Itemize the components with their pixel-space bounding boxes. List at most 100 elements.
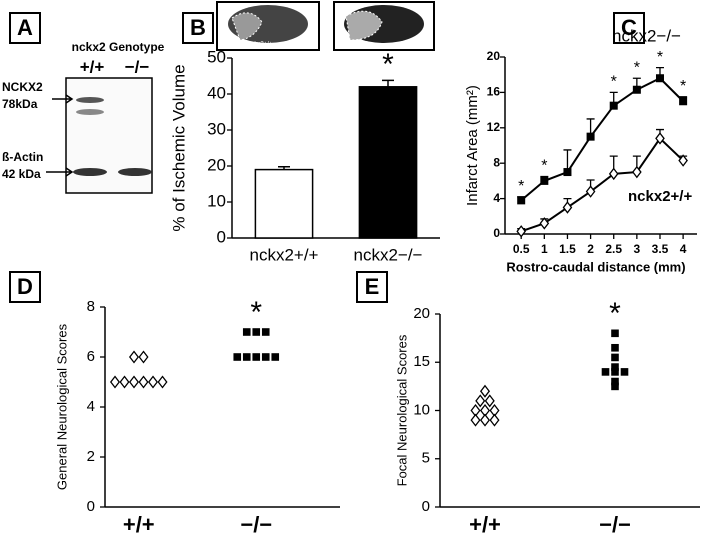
y-tick-label: 6 — [87, 348, 95, 365]
lane-label: −/− — [125, 57, 150, 76]
blot-band — [118, 168, 152, 176]
point — [611, 377, 619, 386]
x-tick-label: 3 — [634, 242, 641, 256]
point — [517, 196, 526, 205]
significance: * — [657, 49, 663, 66]
panel-label: B — [190, 15, 206, 40]
lane-label: +/+ — [80, 57, 105, 76]
y-tick-label: 4 — [87, 398, 95, 415]
y-tick-label: 10 — [207, 191, 226, 210]
point — [252, 353, 261, 361]
error-bar — [278, 165, 290, 170]
point — [601, 368, 610, 376]
x-axis-label: Rostro-caudal distance (mm) — [506, 259, 685, 274]
x-tick-label: −/− — [599, 512, 631, 537]
point — [261, 328, 270, 336]
bar — [358, 86, 418, 239]
y-tick-label: 8 — [493, 155, 500, 169]
lesion — [345, 10, 383, 41]
point — [608, 167, 619, 181]
point — [655, 132, 665, 145]
point — [632, 85, 641, 94]
point — [138, 375, 149, 389]
bar — [254, 168, 314, 239]
y-tick-label: 0 — [217, 227, 226, 246]
series-line — [520, 136, 684, 233]
y-tick-label: 5 — [422, 450, 430, 467]
y-tick-label: 20 — [487, 49, 501, 63]
panel-box — [182, 12, 214, 44]
significance: * — [609, 297, 621, 330]
point — [679, 97, 688, 106]
y-tick-label: 50 — [207, 47, 226, 66]
point — [516, 225, 527, 238]
x-tick-label: −/− — [240, 512, 272, 537]
point — [233, 353, 242, 361]
y-tick-label: 0 — [422, 498, 430, 515]
point — [261, 353, 270, 361]
x-tick-label: +/+ — [123, 512, 155, 537]
significance: * — [518, 178, 524, 195]
band-name: NCKX2 — [2, 80, 43, 94]
significance: * — [541, 158, 547, 175]
point — [586, 132, 595, 141]
legend-label: nckx2−/− — [612, 26, 681, 45]
y-tick-label: 2 — [87, 448, 95, 465]
point — [475, 394, 486, 408]
point — [563, 168, 572, 177]
y-axis-label: Focal Neurological Scores — [394, 334, 409, 486]
x-tick-label: 3.5 — [652, 242, 669, 256]
point — [562, 201, 573, 214]
arrow — [46, 167, 74, 177]
lesion — [231, 12, 263, 41]
blot-band — [73, 168, 107, 176]
y-tick-label: 0 — [87, 498, 95, 515]
y-axis-label: General Neurological Scores — [54, 323, 69, 490]
band-name: ß-Actin — [2, 150, 43, 164]
y-axis-label: % of Ischemic Volume — [169, 64, 188, 231]
x-tick-label: 4 — [680, 242, 687, 256]
x-tick-label: 2.5 — [605, 242, 622, 256]
point — [539, 217, 550, 230]
point — [128, 350, 140, 364]
point — [611, 329, 619, 338]
point — [119, 375, 130, 389]
y-tick-label: 10 — [413, 401, 430, 418]
point — [271, 353, 280, 361]
point — [632, 165, 642, 179]
x-tick-label: nckx2+/+ — [250, 245, 319, 264]
y-tick-label: 20 — [413, 305, 430, 322]
point — [609, 101, 618, 110]
point — [252, 328, 261, 336]
point — [611, 382, 619, 391]
y-tick-label: 15 — [413, 353, 430, 370]
panel-label: A — [17, 15, 33, 40]
error-bar — [382, 79, 394, 87]
point — [470, 413, 481, 427]
point — [489, 413, 500, 427]
x-tick-label: 1.5 — [559, 242, 576, 256]
band-size: 78kDa — [2, 97, 38, 111]
x-tick-label: 0.5 — [513, 242, 530, 256]
point — [611, 353, 619, 362]
point — [479, 384, 491, 398]
y-tick-label: 30 — [207, 119, 226, 138]
point — [479, 413, 491, 427]
significance: * — [611, 74, 617, 91]
point — [620, 368, 629, 376]
point — [147, 375, 159, 389]
y-axis-label: Infarct Area (mm²) — [464, 85, 481, 206]
point — [611, 368, 619, 376]
panel-box — [613, 12, 645, 44]
panel-box — [356, 271, 388, 303]
inset-label: nckx2-/- — [348, 42, 369, 48]
point — [242, 328, 251, 336]
point — [540, 176, 549, 185]
blot-band — [76, 109, 104, 115]
point — [242, 353, 251, 361]
band-size: 42 kDa — [2, 167, 41, 181]
point — [585, 185, 596, 198]
point — [484, 394, 495, 408]
significance: * — [634, 59, 640, 76]
